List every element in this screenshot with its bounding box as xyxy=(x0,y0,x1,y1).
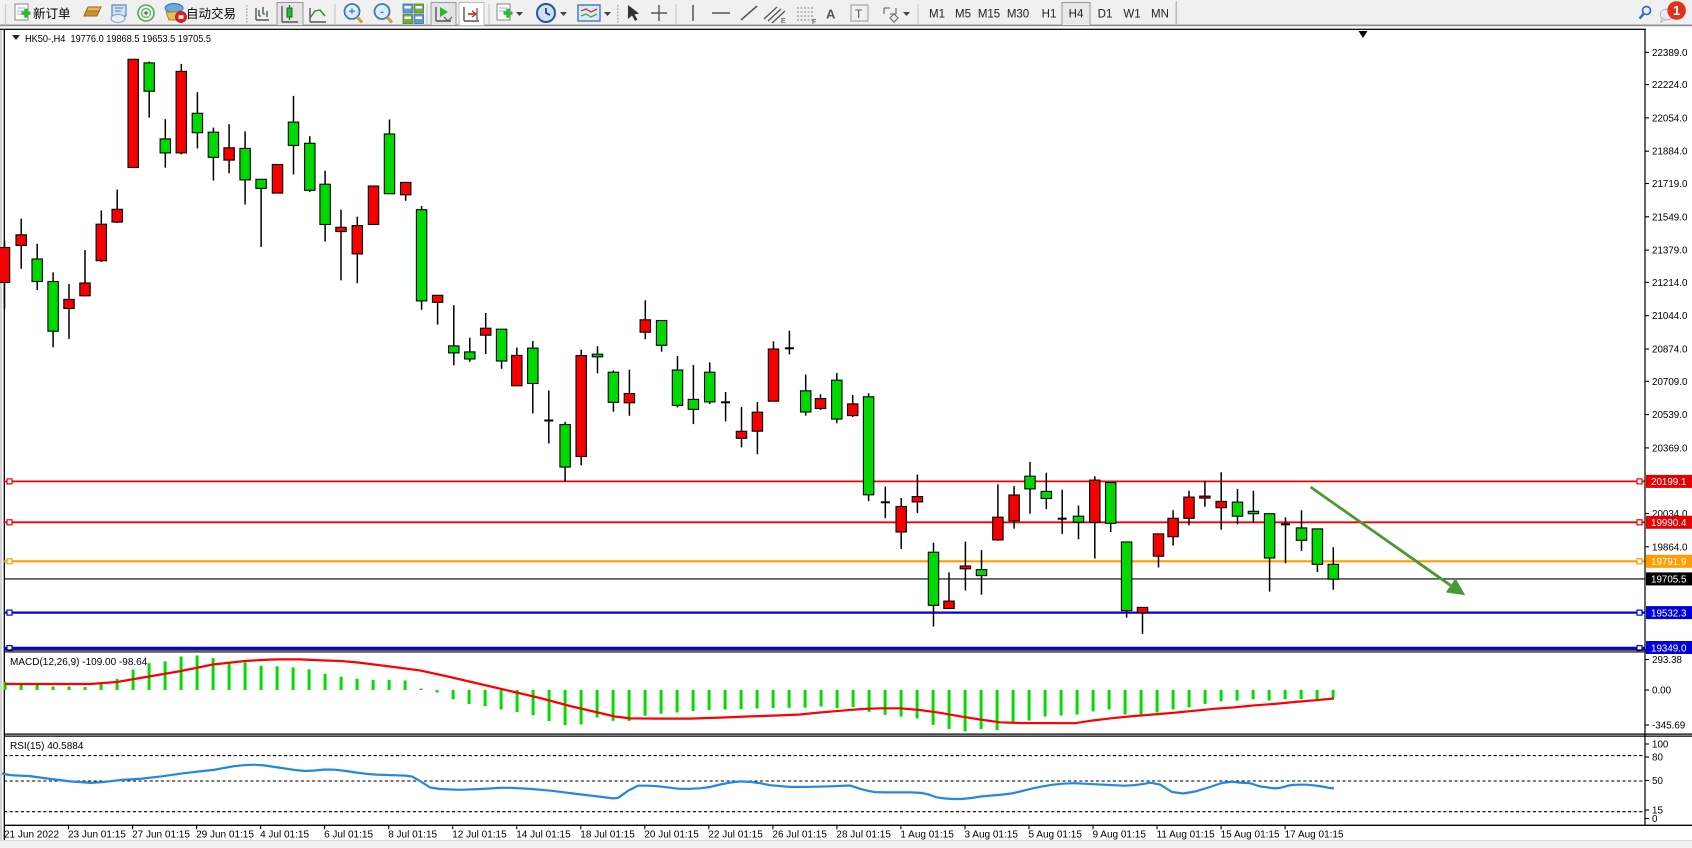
svg-text:D1: D1 xyxy=(1098,9,1113,21)
svg-text:T: T xyxy=(855,7,863,21)
svg-text:自动交易: 自动交易 xyxy=(186,6,236,21)
svg-text:4 Jul 01:15: 4 Jul 01:15 xyxy=(260,830,309,841)
svg-text:-345.69: -345.69 xyxy=(1652,721,1685,732)
svg-text:0.00: 0.00 xyxy=(1652,686,1672,697)
svg-text:6 Jul 01:15: 6 Jul 01:15 xyxy=(324,830,373,841)
svg-text:H4: H4 xyxy=(1069,9,1084,21)
svg-text:F: F xyxy=(812,19,816,26)
svg-text:19349.0: 19349.0 xyxy=(1651,643,1687,654)
svg-text:293.38: 293.38 xyxy=(1652,655,1683,666)
svg-text:15 Aug 01:15: 15 Aug 01:15 xyxy=(1221,830,1280,841)
svg-text:21719.0: 21719.0 xyxy=(1652,179,1688,190)
svg-text:12 Jul 01:15: 12 Jul 01:15 xyxy=(452,830,507,841)
svg-text:A: A xyxy=(826,7,836,22)
svg-text:21 Jun 2022: 21 Jun 2022 xyxy=(4,830,59,841)
svg-text:26 Jul 01:15: 26 Jul 01:15 xyxy=(772,830,827,841)
svg-text:+: + xyxy=(349,6,355,18)
svg-text:21044.0: 21044.0 xyxy=(1652,311,1688,322)
svg-text:28 Jul 01:15: 28 Jul 01:15 xyxy=(836,830,891,841)
svg-text:21549.0: 21549.0 xyxy=(1652,212,1688,223)
svg-text:11 Aug 01:15: 11 Aug 01:15 xyxy=(1157,830,1216,841)
svg-text:22054.0: 22054.0 xyxy=(1652,113,1688,124)
svg-text:18 Jul 01:15: 18 Jul 01:15 xyxy=(580,830,635,841)
svg-text:19864.0: 19864.0 xyxy=(1652,542,1688,553)
svg-text:1: 1 xyxy=(1673,3,1680,18)
svg-text:14 Jul 01:15: 14 Jul 01:15 xyxy=(516,830,571,841)
svg-text:20709.0: 20709.0 xyxy=(1652,377,1688,388)
svg-text:3 Aug 01:15: 3 Aug 01:15 xyxy=(965,830,1019,841)
svg-text:20539.0: 20539.0 xyxy=(1652,410,1688,421)
svg-text:23 Jun 01:15: 23 Jun 01:15 xyxy=(68,830,126,841)
svg-text:27 Jun 01:15: 27 Jun 01:15 xyxy=(132,830,190,841)
svg-text:20874.0: 20874.0 xyxy=(1652,345,1688,356)
svg-text:19705.5: 19705.5 xyxy=(1651,575,1687,586)
svg-text:新订单: 新订单 xyxy=(33,6,71,21)
svg-text:1 Aug 01:15: 1 Aug 01:15 xyxy=(900,830,954,841)
svg-text:8 Jul 01:15: 8 Jul 01:15 xyxy=(388,830,437,841)
svg-text:15: 15 xyxy=(1652,806,1663,817)
svg-text:21379.0: 21379.0 xyxy=(1652,246,1688,257)
svg-text:21214.0: 21214.0 xyxy=(1652,278,1688,289)
svg-text:E: E xyxy=(781,18,786,25)
svg-text:M30: M30 xyxy=(1007,9,1029,21)
svg-text:W1: W1 xyxy=(1123,9,1140,21)
svg-text:M5: M5 xyxy=(955,9,971,21)
svg-text:20034.0: 20034.0 xyxy=(1652,509,1688,520)
svg-text:9 Aug 01:15: 9 Aug 01:15 xyxy=(1093,830,1147,841)
svg-text:M1: M1 xyxy=(929,9,945,21)
svg-text:20199.1: 20199.1 xyxy=(1651,477,1686,488)
svg-text:0: 0 xyxy=(1652,814,1658,825)
svg-text:22 Jul 01:15: 22 Jul 01:15 xyxy=(708,830,763,841)
svg-text:5 Aug 01:15: 5 Aug 01:15 xyxy=(1029,830,1083,841)
svg-text:17 Aug 01:15: 17 Aug 01:15 xyxy=(1285,830,1344,841)
svg-text:-: - xyxy=(380,6,384,18)
svg-text:20 Jul 01:15: 20 Jul 01:15 xyxy=(644,830,699,841)
svg-text:100: 100 xyxy=(1652,740,1669,751)
svg-text:19791.9: 19791.9 xyxy=(1651,557,1686,568)
svg-text:29 Jun 01:15: 29 Jun 01:15 xyxy=(196,830,254,841)
svg-text:M15: M15 xyxy=(978,9,1000,21)
svg-text:20369.0: 20369.0 xyxy=(1652,443,1688,454)
svg-text:HK50-,H4 19776.0 19868.5 1965: HK50-,H4 19776.0 19868.5 19653.5 19705.5 xyxy=(25,33,211,45)
svg-text:22224.0: 22224.0 xyxy=(1652,80,1688,91)
svg-text:22389.0: 22389.0 xyxy=(1652,48,1688,59)
svg-text:21884.0: 21884.0 xyxy=(1652,147,1688,158)
svg-text:80: 80 xyxy=(1652,753,1663,764)
svg-text:RSI(15) 40.5884: RSI(15) 40.5884 xyxy=(10,741,84,752)
svg-text:MACD(12,26,9) -109.00 -98.64: MACD(12,26,9) -109.00 -98.64 xyxy=(10,657,148,668)
svg-text:19990.4: 19990.4 xyxy=(1651,518,1687,529)
svg-text:19532.3: 19532.3 xyxy=(1651,608,1687,619)
svg-text:H1: H1 xyxy=(1042,9,1057,21)
svg-text:50: 50 xyxy=(1652,776,1663,787)
svg-text:MN: MN xyxy=(1151,9,1169,21)
